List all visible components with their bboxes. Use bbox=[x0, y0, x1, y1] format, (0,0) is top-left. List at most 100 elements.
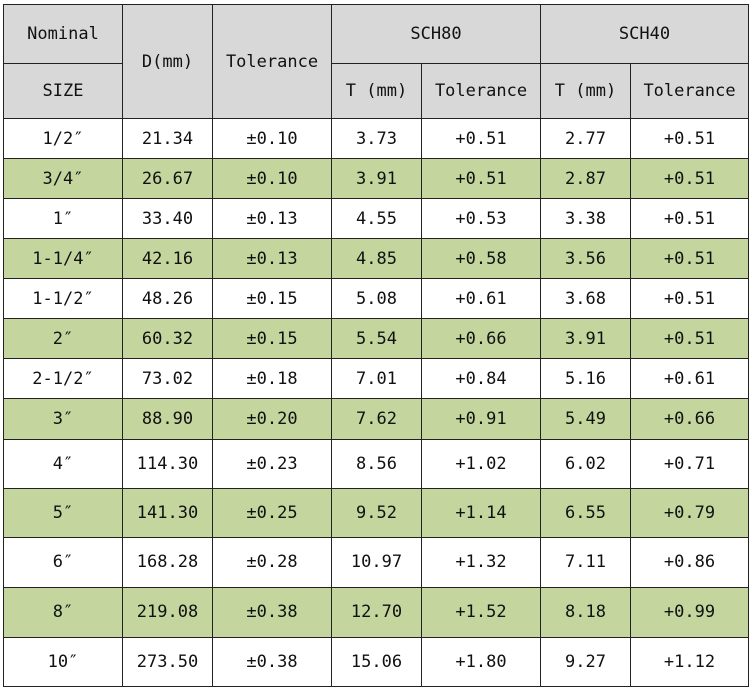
cell-sch40-tolerance: +1.12 bbox=[630, 636, 749, 688]
cell-sch40-t: 3.91 bbox=[540, 318, 631, 360]
cell-sch80-tolerance: +1.32 bbox=[421, 536, 541, 588]
table-row: 2″ 60.32 ±0.15 5.54 +0.66 3.91 +0.51 bbox=[3, 318, 749, 360]
cell-nominal-size: 6″ bbox=[3, 536, 123, 588]
cell-sch80-tolerance: +0.61 bbox=[421, 278, 541, 320]
cell-sch80-t: 7.01 bbox=[331, 358, 422, 400]
cell-sch80-t: 3.73 bbox=[331, 117, 422, 160]
cell-sch80-tolerance: +1.80 bbox=[421, 636, 541, 688]
cell-d-mm: 88.90 bbox=[122, 398, 213, 440]
cell-d-tolerance: ±0.28 bbox=[212, 536, 332, 588]
table-row: 3″ 88.90 ±0.20 7.62 +0.91 5.49 +0.66 bbox=[3, 398, 749, 440]
cell-sch80-t: 10.97 bbox=[331, 536, 422, 588]
cell-sch80-tolerance: +0.91 bbox=[421, 398, 541, 440]
cell-d-mm: 21.34 bbox=[122, 117, 213, 160]
cell-d-mm: 26.67 bbox=[122, 158, 213, 200]
table-row: 6″ 168.28 ±0.28 10.97 +1.32 7.11 +0.86 bbox=[3, 536, 749, 588]
table-header: Nominal D(mm) Tolerance SCH80 SCH40 SIZE… bbox=[3, 4, 749, 119]
table-row: 3/4″ 26.67 ±0.10 3.91 +0.51 2.87 +0.51 bbox=[3, 158, 749, 200]
cell-nominal-size: 5″ bbox=[3, 487, 123, 538]
cell-d-tolerance: ±0.38 bbox=[212, 586, 332, 638]
cell-nominal-size: 10″ bbox=[3, 636, 123, 688]
cell-sch40-tolerance: +0.51 bbox=[630, 318, 749, 360]
cell-nominal-size: 8″ bbox=[3, 586, 123, 638]
cell-sch40-tolerance: +0.51 bbox=[630, 238, 749, 280]
cell-d-mm: 114.30 bbox=[122, 438, 213, 489]
cell-sch80-t: 8.56 bbox=[331, 438, 422, 489]
cell-sch80-tolerance: +1.52 bbox=[421, 586, 541, 638]
cell-d-tolerance: ±0.20 bbox=[212, 398, 332, 440]
cell-sch80-tolerance: +1.02 bbox=[421, 438, 541, 489]
cell-sch40-tolerance: +0.79 bbox=[630, 487, 749, 538]
cell-sch40-tolerance: +0.71 bbox=[630, 438, 749, 489]
cell-d-tolerance: ±0.13 bbox=[212, 238, 332, 280]
header-sch80: SCH80 bbox=[331, 4, 541, 64]
table-row: 8″ 219.08 ±0.38 12.70 +1.52 8.18 +0.99 bbox=[3, 586, 749, 638]
cell-sch40-t: 8.18 bbox=[540, 586, 631, 638]
cell-nominal-size: 2″ bbox=[3, 318, 123, 360]
cell-nominal-size: 1-1/2″ bbox=[3, 278, 123, 320]
cell-d-mm: 73.02 bbox=[122, 358, 213, 400]
table-row: 2-1/2″ 73.02 ±0.18 7.01 +0.84 5.16 +0.61 bbox=[3, 358, 749, 400]
cell-sch80-tolerance: +0.66 bbox=[421, 318, 541, 360]
cell-sch80-t: 15.06 bbox=[331, 636, 422, 688]
table-row: 5″ 141.30 ±0.25 9.52 +1.14 6.55 +0.79 bbox=[3, 487, 749, 538]
cell-d-mm: 219.08 bbox=[122, 586, 213, 638]
cell-sch40-tolerance: +0.51 bbox=[630, 198, 749, 240]
table-row: 1″ 33.40 ±0.13 4.55 +0.53 3.38 +0.51 bbox=[3, 198, 749, 240]
table-row: 4″ 114.30 ±0.23 8.56 +1.02 6.02 +0.71 bbox=[3, 438, 749, 489]
cell-sch40-t: 5.49 bbox=[540, 398, 631, 440]
cell-sch40-tolerance: +0.99 bbox=[630, 586, 749, 638]
cell-nominal-size: 3″ bbox=[3, 398, 123, 440]
cell-d-mm: 141.30 bbox=[122, 487, 213, 538]
cell-sch80-t: 3.91 bbox=[331, 158, 422, 200]
table-row: 10″ 273.50 ±0.38 15.06 +1.80 9.27 +1.12 bbox=[3, 636, 749, 688]
cell-d-tolerance: ±0.23 bbox=[212, 438, 332, 489]
header-nominal: Nominal bbox=[3, 4, 123, 64]
cell-sch40-tolerance: +0.51 bbox=[630, 278, 749, 320]
cell-sch80-t: 5.08 bbox=[331, 278, 422, 320]
cell-nominal-size: 1-1/4″ bbox=[3, 238, 123, 280]
cell-sch80-t: 4.85 bbox=[331, 238, 422, 280]
cell-sch80-tolerance: +1.14 bbox=[421, 487, 541, 538]
cell-sch40-t: 7.11 bbox=[540, 536, 631, 588]
cell-d-mm: 33.40 bbox=[122, 198, 213, 240]
cell-sch80-t: 5.54 bbox=[331, 318, 422, 360]
cell-sch80-tolerance: +0.53 bbox=[421, 198, 541, 240]
table-row: 1/2″ 21.34 ±0.10 3.73 +0.51 2.77 +0.51 bbox=[3, 117, 749, 160]
cell-sch40-tolerance: +0.61 bbox=[630, 358, 749, 400]
cell-nominal-size: 1/2″ bbox=[3, 117, 123, 160]
cell-d-mm: 42.16 bbox=[122, 238, 213, 280]
cell-sch40-t: 6.55 bbox=[540, 487, 631, 538]
cell-sch40-tolerance: +0.66 bbox=[630, 398, 749, 440]
cell-sch40-t: 3.38 bbox=[540, 198, 631, 240]
cell-sch80-t: 9.52 bbox=[331, 487, 422, 538]
cell-d-mm: 168.28 bbox=[122, 536, 213, 588]
cell-d-mm: 48.26 bbox=[122, 278, 213, 320]
cell-d-tolerance: ±0.15 bbox=[212, 278, 332, 320]
pipe-spec-table: Nominal D(mm) Tolerance SCH80 SCH40 SIZE… bbox=[3, 4, 749, 688]
header-d-mm: D(mm) bbox=[122, 4, 213, 119]
cell-d-mm: 273.50 bbox=[122, 636, 213, 688]
cell-sch40-t: 3.56 bbox=[540, 238, 631, 280]
table-row: 1-1/2″ 48.26 ±0.15 5.08 +0.61 3.68 +0.51 bbox=[3, 278, 749, 320]
cell-sch40-t: 9.27 bbox=[540, 636, 631, 688]
table-body: 1/2″ 21.34 ±0.10 3.73 +0.51 2.77 +0.51 3/4″ 26.6… bbox=[3, 117, 749, 688]
cell-d-tolerance: ±0.10 bbox=[212, 158, 332, 200]
table-row: 1-1/4″ 42.16 ±0.13 4.85 +0.58 3.56 +0.51 bbox=[3, 238, 749, 280]
header-tolerance: Tolerance bbox=[212, 4, 332, 119]
cell-sch40-t: 3.68 bbox=[540, 278, 631, 320]
cell-sch80-t: 7.62 bbox=[331, 398, 422, 440]
header-sch40-tolerance: Tolerance bbox=[630, 63, 749, 119]
cell-sch80-tolerance: +0.51 bbox=[421, 158, 541, 200]
cell-sch40-t: 6.02 bbox=[540, 438, 631, 489]
cell-sch40-tolerance: +0.51 bbox=[630, 158, 749, 200]
header-sch80-tolerance: Tolerance bbox=[421, 63, 541, 119]
cell-nominal-size: 2-1/2″ bbox=[3, 358, 123, 400]
cell-d-tolerance: ±0.15 bbox=[212, 318, 332, 360]
cell-sch40-t: 2.87 bbox=[540, 158, 631, 200]
cell-d-tolerance: ±0.38 bbox=[212, 636, 332, 688]
header-sch40-t-mm: T (mm) bbox=[540, 63, 631, 119]
cell-sch80-t: 4.55 bbox=[331, 198, 422, 240]
cell-sch80-tolerance: +0.84 bbox=[421, 358, 541, 400]
cell-sch80-tolerance: +0.51 bbox=[421, 117, 541, 160]
